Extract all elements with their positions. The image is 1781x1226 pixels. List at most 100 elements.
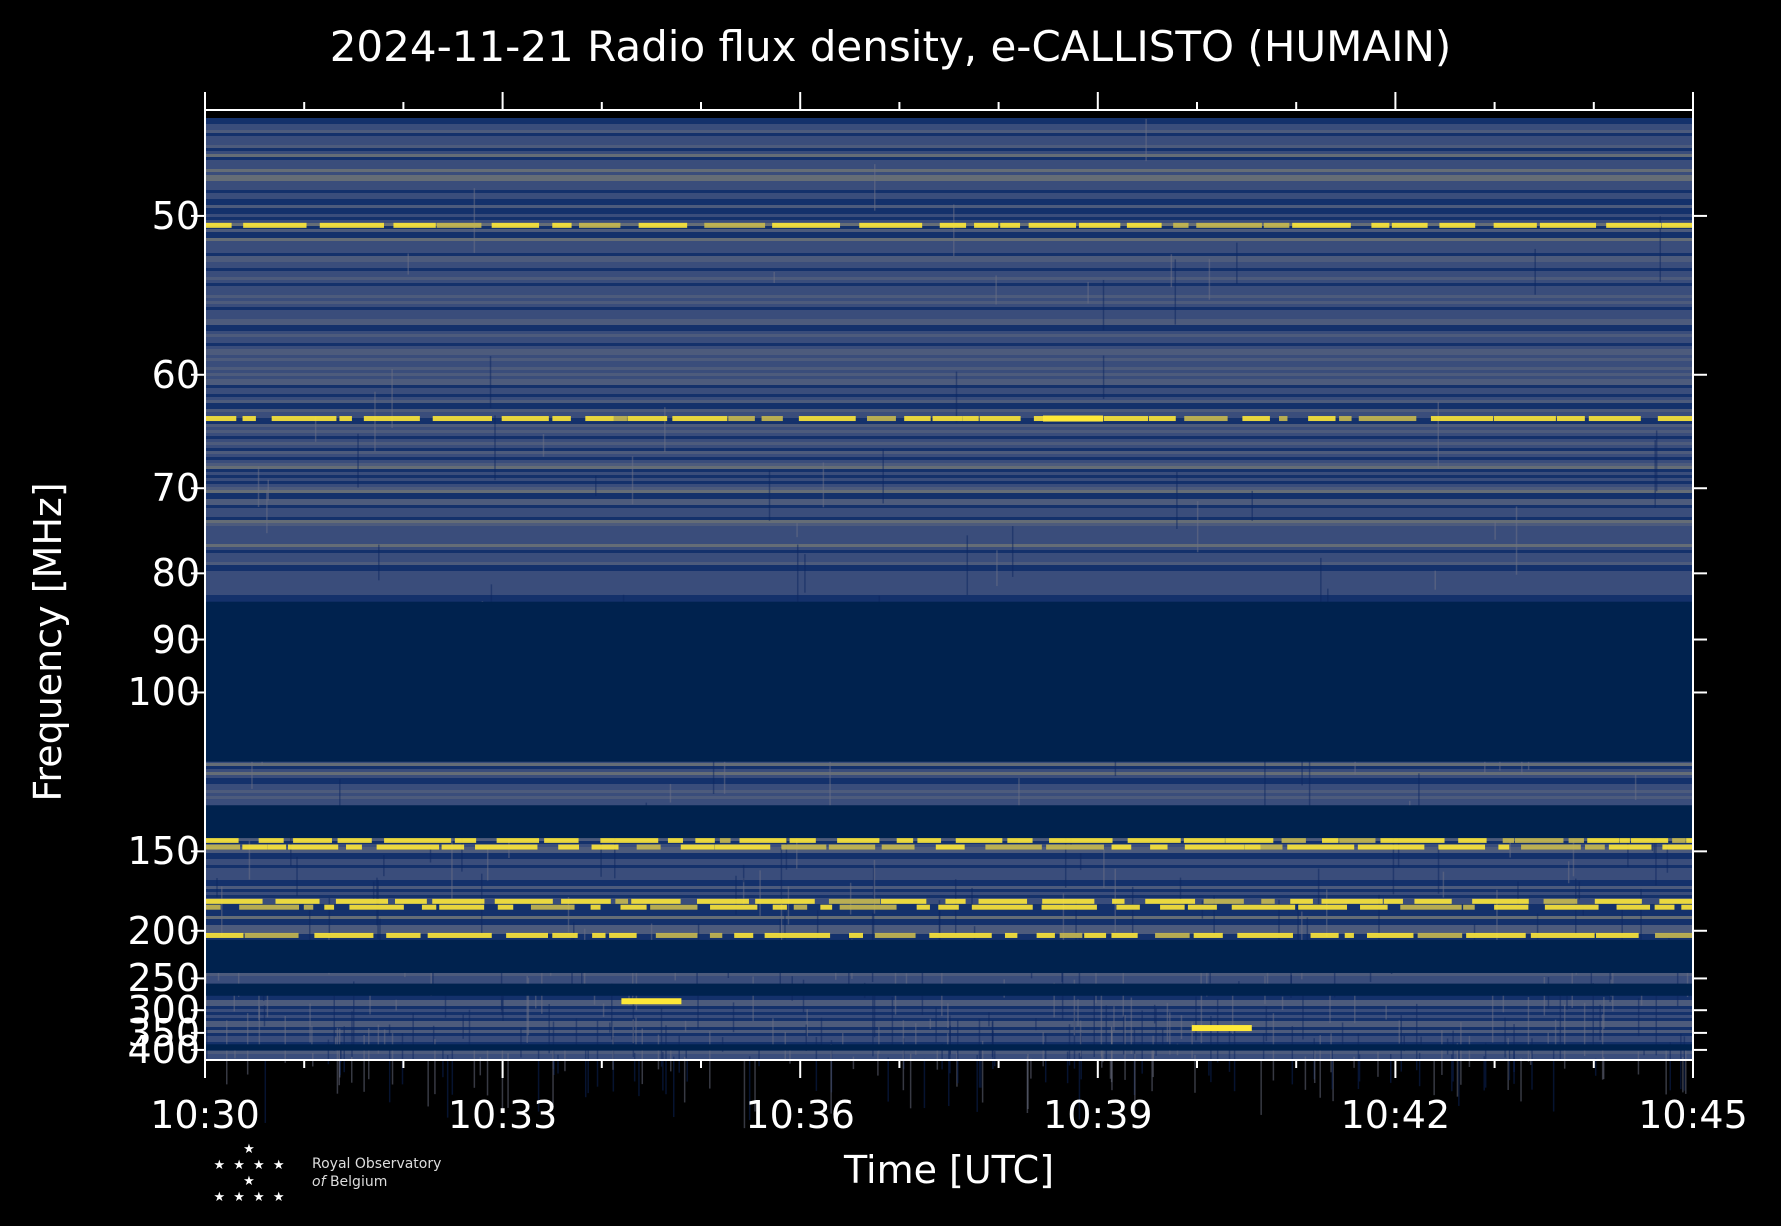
heatmap-streak <box>878 1026 880 1054</box>
heatmap-row <box>205 460 1693 463</box>
heatmap-row <box>205 598 1693 601</box>
bright-line-segment <box>427 932 492 938</box>
heatmap-streak <box>822 462 825 508</box>
heatmap-streak <box>956 1019 959 1084</box>
heatmap-row <box>205 559 1693 562</box>
logo-line-1: Royal Observatory <box>312 1156 442 1172</box>
heatmap-row <box>205 1033 1693 1036</box>
heatmap-row <box>205 550 1693 553</box>
heatmap-streak <box>921 948 924 1016</box>
heatmap-streak <box>1676 957 1679 1007</box>
heatmap-streak <box>595 475 597 497</box>
bright-line-segment <box>1400 904 1462 910</box>
bright-line-segment <box>1196 222 1262 228</box>
heatmap-streak <box>915 1023 917 1055</box>
heatmap-streak <box>669 783 672 803</box>
bright-line-segment <box>1366 932 1414 938</box>
heatmap-streak <box>1531 1038 1533 1090</box>
heatmap-row <box>205 193 1693 196</box>
heatmap-row <box>205 142 1693 145</box>
heatmap-streak <box>363 1035 365 1050</box>
heatmap-streak <box>284 1016 286 1063</box>
heatmap-streak <box>953 204 955 257</box>
heatmap-streak <box>697 986 699 1029</box>
bright-line-segment <box>1183 837 1225 843</box>
heatmap-streak <box>938 900 941 954</box>
heatmap-streak <box>1179 877 1182 902</box>
bright-line-segment <box>1261 898 1275 904</box>
bright-line-segment <box>1059 932 1083 938</box>
heatmap-streak <box>947 1003 949 1029</box>
heatmap-streak <box>852 1056 855 1070</box>
bright-line-segment <box>1287 844 1355 850</box>
bright-line-segment <box>1000 222 1021 228</box>
heatmap-streak <box>1093 988 1095 1058</box>
bright-line-segment <box>439 904 485 910</box>
bright-line-segment <box>506 932 549 938</box>
heatmap-streak <box>527 977 530 1036</box>
heatmap-streak <box>374 391 376 452</box>
bright-line-segment <box>1279 416 1288 422</box>
bright-line-segment <box>561 898 611 904</box>
heatmap-row <box>205 466 1693 469</box>
heatmap-streak <box>1552 1050 1555 1112</box>
bright-line-segment <box>1502 837 1515 843</box>
heatmap-streak <box>1602 1057 1605 1080</box>
heatmap-row <box>205 166 1693 169</box>
heatmap-streak <box>557 1054 559 1074</box>
heatmap-streak <box>742 864 745 883</box>
heatmap-streak <box>650 923 653 956</box>
heatmap-streak <box>1134 1053 1136 1118</box>
heatmap-streak <box>350 1056 353 1083</box>
heatmap-streak <box>787 886 790 925</box>
bright-line-segment <box>734 932 754 938</box>
heatmap-row <box>205 538 1693 541</box>
heatmap-streak <box>1313 1046 1316 1084</box>
bright-line-segment <box>239 904 300 910</box>
heatmap-row <box>205 118 1693 121</box>
bright-line-segment <box>1498 844 1510 850</box>
bright-line-segment <box>1568 837 1584 843</box>
bright-line-segment <box>1339 416 1352 422</box>
bright-line-segment <box>1344 932 1354 938</box>
heatmap-streak <box>1281 996 1284 1010</box>
bright-line-segment <box>938 904 959 910</box>
heatmap-row <box>205 376 1693 379</box>
heatmap-streak <box>1151 1047 1153 1092</box>
heatmap-streak <box>672 1056 675 1118</box>
heatmap-row <box>205 175 1693 178</box>
heatmap-row <box>205 868 1693 871</box>
masked-band <box>205 939 1693 973</box>
bright-line-segment <box>552 416 571 422</box>
heatmap-row <box>205 520 1693 523</box>
heatmap-streak <box>1102 355 1105 400</box>
heatmap-row <box>205 763 1693 766</box>
heatmap-row <box>205 367 1693 370</box>
heatmap-streak <box>567 896 570 933</box>
heatmap-streak <box>611 983 613 1040</box>
bright-line-segment <box>839 904 897 910</box>
heatmap-streak <box>1196 501 1199 553</box>
heatmap-row <box>205 514 1693 517</box>
bright-line-segment <box>978 898 1028 904</box>
bright-line-segment <box>904 416 931 422</box>
heatmap-row <box>205 121 1693 124</box>
heatmap-row <box>205 271 1693 274</box>
heatmap-row <box>205 259 1693 262</box>
heatmap-row <box>205 838 1693 841</box>
y-tick-label: 60 <box>151 352 200 397</box>
heatmap-streak <box>1563 1004 1566 1069</box>
bright-line-segment <box>205 844 241 850</box>
heatmap-streak <box>462 1014 464 1039</box>
heatmap-streak <box>1208 258 1211 300</box>
bright-line-segment <box>1111 844 1132 850</box>
heatmap-streak <box>631 456 634 505</box>
bright-line-segment <box>1657 416 1693 422</box>
heatmap-row <box>205 400 1693 403</box>
heatmap-row <box>205 301 1693 304</box>
heatmap-streak <box>502 995 504 1021</box>
bright-line-segment <box>820 904 833 910</box>
heatmap-streak <box>206 1028 208 1059</box>
heatmap-streak <box>1114 755 1117 777</box>
